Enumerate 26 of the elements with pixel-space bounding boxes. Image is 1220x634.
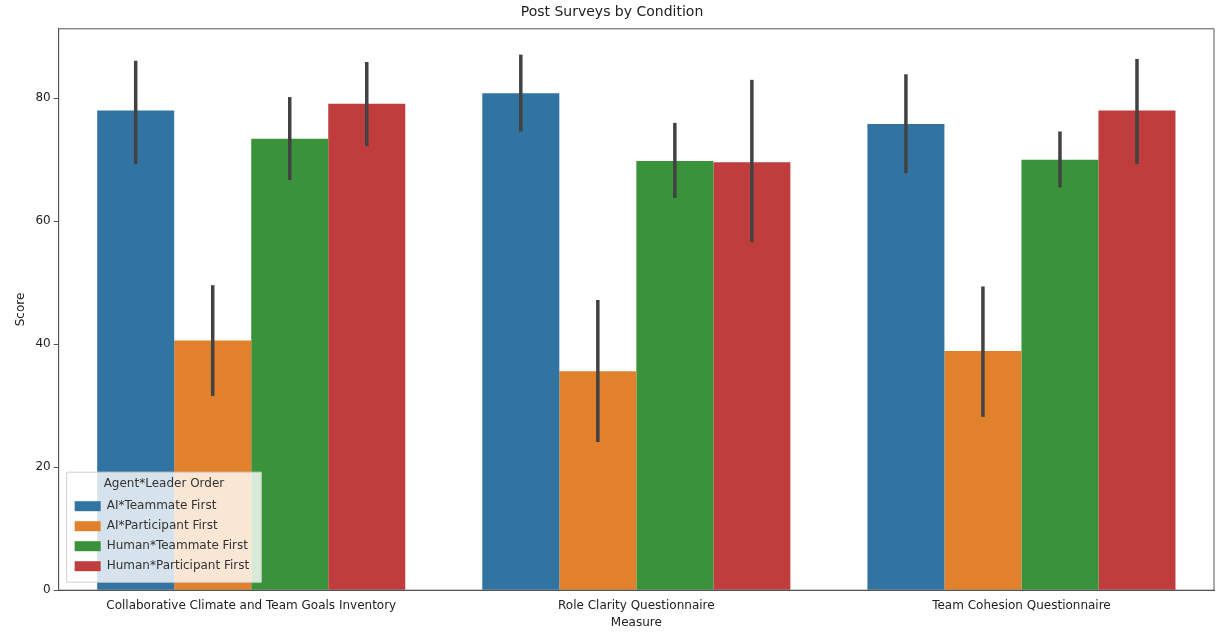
bar xyxy=(867,124,945,590)
x-axis-title: Measure xyxy=(610,614,662,629)
bar xyxy=(1098,110,1176,590)
y-tick-label: 60 xyxy=(35,213,51,228)
y-axis-title: Score xyxy=(13,292,28,327)
legend-label: Human*Participant First xyxy=(106,558,250,573)
bar xyxy=(636,161,714,590)
legend-title: Agent*Leader Order xyxy=(103,476,225,491)
y-tick-label: 0 xyxy=(43,582,51,597)
y-tick-label: 80 xyxy=(35,90,51,105)
chart-title: Post Surveys by Condition xyxy=(520,3,704,20)
x-tick-label: Team Cohesion Questionnaire xyxy=(931,597,1111,612)
y-tick-label: 40 xyxy=(35,336,51,351)
legend-label: AI*Teammate First xyxy=(106,498,217,513)
bar xyxy=(944,351,1022,590)
legend-label: AI*Participant First xyxy=(106,518,219,533)
legend-label: Human*Teammate First xyxy=(106,538,249,553)
x-tick-label: Role Clarity Questionnaire xyxy=(558,597,715,612)
bar xyxy=(1021,159,1099,590)
bar xyxy=(559,371,637,590)
bar xyxy=(251,138,329,590)
x-tick-label: Collaborative Climate and Team Goals Inventory xyxy=(106,597,397,612)
bar xyxy=(328,103,406,590)
bar xyxy=(713,162,791,590)
bar xyxy=(482,93,560,590)
y-tick-label: 20 xyxy=(35,459,51,474)
